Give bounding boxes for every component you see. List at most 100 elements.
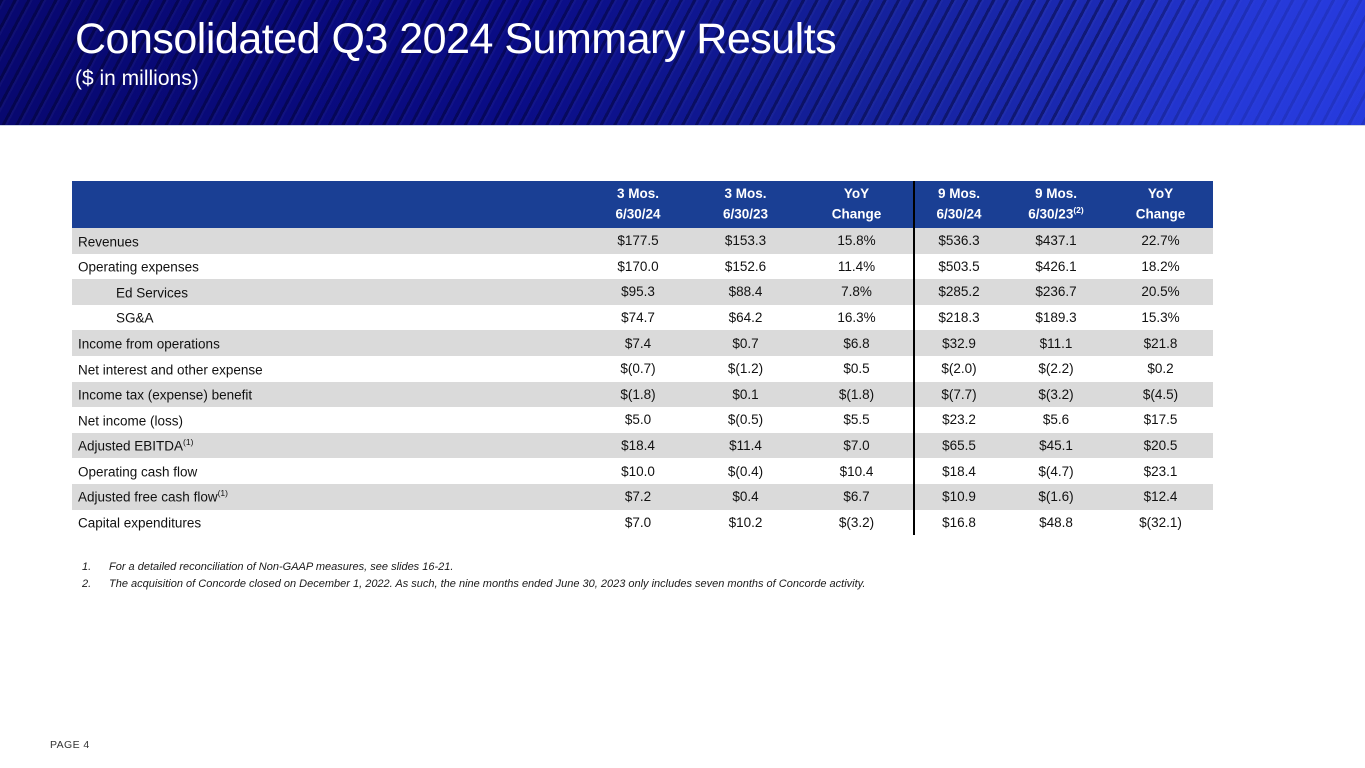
table-cell: $10.2 [728, 514, 763, 530]
table-cell: $23.1 [1143, 463, 1178, 479]
row-label: Ed Services [72, 284, 584, 301]
footnote-text: The acquisition of Concorde closed on De… [109, 577, 866, 590]
column-header: YoY Change [1108, 186, 1213, 223]
column-header-line2: 6/30/23 [692, 202, 799, 223]
table-cell: $236.7 [1035, 284, 1077, 300]
table-cell: $(1.2) [727, 361, 764, 377]
table-cell: $(0.4) [727, 463, 764, 479]
table-row: Net interest and other expense $(0.7) $(1.… [72, 356, 1213, 382]
footnote-number: 1. [82, 561, 92, 573]
table-cell: $(0.5) [727, 412, 764, 428]
row-label: Net interest and other expense [72, 361, 584, 377]
row-footnote-ref: (1) [217, 488, 228, 499]
table-row: Income tax (expense) benefit $(1.8) $0.1 $(… [72, 381, 1213, 408]
column-header-text: 6/30/24 [615, 206, 661, 222]
footnote-text: For a detailed reconciliation of Non-GAA… [109, 561, 454, 573]
footnotes: 1. For a detailed reconciliation of Non-G… [82, 559, 865, 592]
table-header-row: 3 Mos. 6/30/24 3 Mos. 6/30/23 YoY Change 9 Mos… [72, 181, 1213, 228]
table-cell: $32.9 [942, 335, 976, 351]
table-cell: $11.4 [729, 438, 762, 454]
row-label: Operating cash flow [72, 463, 584, 479]
column-header: 9 Mos. 6/30/23(2) [1004, 186, 1108, 223]
table-cell: $23.2 [942, 412, 976, 428]
table-cell: $(0.7) [620, 361, 656, 377]
footnote: 1. For a detailed reconciliation of Non-G… [82, 559, 865, 576]
table-cell: $6.8 [843, 335, 870, 351]
table-cell: $10.9 [942, 489, 976, 505]
table-cell: $64.2 [728, 310, 763, 326]
table-cell: $536.3 [938, 233, 980, 249]
row-footnote-ref: (1) [183, 437, 194, 448]
row-label: Income tax (expense) benefit [72, 386, 584, 403]
table-cell: $0.5 [843, 361, 870, 377]
row-label-text: SG&A [116, 310, 154, 326]
row-label: Net income (loss) [72, 412, 584, 429]
column-header-line1: 3 Mos. [616, 186, 659, 202]
table-cell: 22.7% [1141, 233, 1180, 249]
table-cell: 11.4% [837, 258, 876, 274]
table-cell: $(1.8) [838, 386, 875, 402]
table-cell: $(7.7) [941, 386, 977, 402]
table-cell: $5.0 [624, 412, 652, 428]
footnote-number: 2. [82, 577, 92, 590]
table-cell: $(4.7) [1038, 463, 1074, 479]
table-cell: $0.1 [732, 386, 759, 402]
table-cell: $7.4 [624, 335, 652, 351]
row-label-text: Capital expenditures [78, 515, 202, 531]
financial-summary-table: 3 Mos. 6/30/24 3 Mos. 6/30/23 YoY Change 9 Mos… [72, 181, 1213, 535]
table-cell: $189.3 [1035, 310, 1077, 326]
column-header-line2: 6/30/24 [914, 202, 1004, 223]
row-label-text: Operating expenses [78, 259, 199, 275]
row-label: Operating expenses [72, 258, 584, 275]
table-cell: $18.4 [942, 463, 976, 479]
table-cell: $170.0 [617, 258, 659, 274]
table-cell: $12.4 [1143, 489, 1178, 505]
slide-subtitle: ($ in millions) [75, 67, 199, 90]
row-label-text: Income from operations [78, 336, 220, 352]
column-header-text: 6/30/23 [1028, 206, 1074, 222]
table-cell: $95.3 [621, 284, 655, 300]
table-row: Income from operations $7.4 $0.7 $6.8 $32.9 $… [72, 330, 1213, 356]
column-header: YoY Change [799, 186, 914, 223]
table-cell: $18.4 [621, 438, 655, 454]
row-label-text: Ed Services [116, 285, 189, 301]
column-header-text: Change [1135, 206, 1186, 222]
row-label: Capital expenditures [72, 514, 584, 531]
table-cell: 16.3% [837, 310, 876, 326]
table-cell: $(3.2) [1038, 386, 1074, 402]
row-label: Adjusted free cash flow(1) [72, 488, 584, 505]
title-banner: Consolidated Q3 2024 Summary Results ($ … [0, 0, 1365, 126]
table-cell: $7.2 [624, 489, 652, 505]
slide-title: Consolidated Q3 2024 Summary Results [75, 15, 837, 63]
table-row: Operating expenses $170.0 $152.6 11.4% $503.… [72, 254, 1213, 280]
table-cell: $285.2 [938, 284, 980, 300]
column-header-text: 6/30/24 [936, 206, 982, 222]
table-cell: $7.0 [624, 514, 652, 530]
column-header-line1: YoY [843, 186, 870, 202]
column-header-line1: 9 Mos. [937, 186, 980, 202]
table-row: Adjusted free cash flow(1) $7.2 $0.4 $6.7 $1… [72, 483, 1213, 510]
table-cell: $7.0 [843, 438, 870, 454]
table-cell: $5.6 [1042, 412, 1070, 428]
table-cell: 7.8% [841, 284, 872, 300]
table-cell: $65.5 [942, 438, 976, 454]
table-cell: $153.3 [724, 233, 767, 249]
row-label-text: Revenues [78, 234, 139, 250]
table-row: Net income (loss) $5.0 $(0.5) $5.5 $23.2 $5.6… [72, 407, 1213, 433]
table-cell: $437.1 [1035, 233, 1077, 249]
table-cell: $16.8 [942, 514, 976, 530]
table-cell: $(2.2) [1038, 361, 1074, 377]
table-cell: $10.4 [839, 463, 874, 479]
row-label-text: Net income (loss) [78, 413, 184, 429]
row-label-text: Income tax (expense) benefit [78, 387, 253, 403]
table-cell: $17.5 [1143, 412, 1178, 428]
row-label: Adjusted EBITDA(1) [72, 437, 584, 454]
column-header-line1: 9 Mos. [1034, 186, 1077, 202]
table-cell: $6.7 [843, 489, 870, 505]
row-label-text: Adjusted free cash flow [78, 489, 218, 505]
table-cell: $503.5 [938, 258, 980, 274]
table-cell: $426.1 [1035, 258, 1077, 274]
row-label-text: Adjusted EBITDA [78, 438, 184, 454]
footnote: 2. The acquisition of Concorde closed on … [82, 576, 865, 593]
column-header: 3 Mos. 6/30/23 [692, 186, 799, 223]
